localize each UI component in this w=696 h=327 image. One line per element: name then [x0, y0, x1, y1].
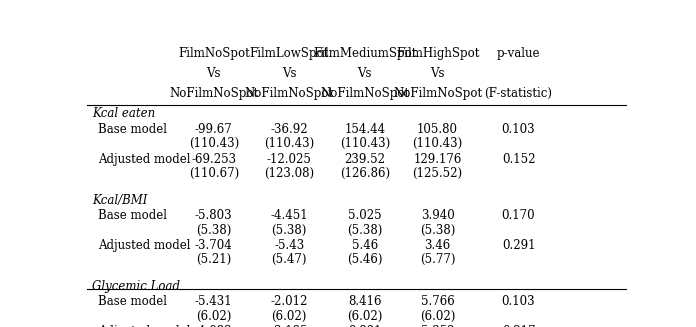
Text: Kcal eaten: Kcal eaten	[93, 107, 156, 120]
Text: (5.38): (5.38)	[196, 224, 232, 237]
Text: (6.02): (6.02)	[196, 310, 232, 323]
Text: 239.52: 239.52	[345, 152, 386, 165]
Text: Base model: Base model	[97, 209, 167, 222]
Text: 0.103: 0.103	[502, 295, 535, 308]
Text: -3.704: -3.704	[195, 239, 232, 252]
Text: 0.217: 0.217	[502, 325, 535, 327]
Text: 154.44: 154.44	[345, 123, 386, 136]
Text: -4.083: -4.083	[195, 325, 232, 327]
Text: Kcal/BMI: Kcal/BMI	[93, 194, 148, 207]
Text: FilmLowSpot: FilmLowSpot	[250, 47, 329, 60]
Text: 0.291: 0.291	[502, 239, 535, 252]
Text: 3.940: 3.940	[421, 209, 454, 222]
Text: (110.43): (110.43)	[340, 137, 390, 150]
Text: 0.103: 0.103	[502, 123, 535, 136]
Text: 5.025: 5.025	[348, 209, 381, 222]
Text: Vs: Vs	[430, 67, 445, 80]
Text: -99.67: -99.67	[195, 123, 232, 136]
Text: -36.92: -36.92	[271, 123, 308, 136]
Text: -5.431: -5.431	[195, 295, 232, 308]
Text: NoFilmNoSpot: NoFilmNoSpot	[245, 87, 334, 100]
Text: -69.253: -69.253	[191, 152, 237, 165]
Text: (110.43): (110.43)	[264, 137, 315, 150]
Text: (5.38): (5.38)	[420, 224, 455, 237]
Text: -5.43: -5.43	[274, 239, 304, 252]
Text: -3.195: -3.195	[271, 325, 308, 327]
Text: (5.38): (5.38)	[271, 224, 307, 237]
Text: -2.012: -2.012	[271, 295, 308, 308]
Text: (126.86): (126.86)	[340, 167, 390, 180]
Text: (110.43): (110.43)	[189, 137, 239, 150]
Text: p-value: p-value	[497, 47, 540, 60]
Text: -5.803: -5.803	[195, 209, 232, 222]
Text: Adjusted model: Adjusted model	[97, 152, 190, 165]
Text: (125.52): (125.52)	[413, 167, 463, 180]
Text: (5.38): (5.38)	[347, 224, 383, 237]
Text: -12.025: -12.025	[267, 152, 312, 165]
Text: Base model: Base model	[97, 123, 167, 136]
Text: (6.02): (6.02)	[271, 310, 307, 323]
Text: -4.451: -4.451	[271, 209, 308, 222]
Text: NoFilmNoSpot: NoFilmNoSpot	[393, 87, 482, 100]
Text: Adjusted model: Adjusted model	[97, 325, 190, 327]
Text: (5.77): (5.77)	[420, 253, 455, 267]
Text: FilmMediumSpot: FilmMediumSpot	[313, 47, 416, 60]
Text: Glycemic Load: Glycemic Load	[93, 280, 180, 293]
Text: FilmNoSpot: FilmNoSpot	[178, 47, 250, 60]
Text: 0.152: 0.152	[502, 152, 535, 165]
Text: 5.766: 5.766	[421, 295, 454, 308]
Text: 129.176: 129.176	[413, 152, 462, 165]
Text: (6.02): (6.02)	[347, 310, 383, 323]
Text: Vs: Vs	[207, 67, 221, 80]
Text: 8.416: 8.416	[348, 295, 381, 308]
Text: 5.352: 5.352	[421, 325, 454, 327]
Text: 0.170: 0.170	[502, 209, 535, 222]
Text: (F-statistic): (F-statistic)	[484, 87, 553, 100]
Text: NoFilmNoSpot: NoFilmNoSpot	[169, 87, 258, 100]
Text: 5.46: 5.46	[351, 239, 378, 252]
Text: (5.21): (5.21)	[196, 253, 231, 267]
Text: (110.67): (110.67)	[189, 167, 239, 180]
Text: NoFilmNoSpot: NoFilmNoSpot	[320, 87, 409, 100]
Text: 105.80: 105.80	[417, 123, 458, 136]
Text: FilmHighSpot: FilmHighSpot	[396, 47, 480, 60]
Text: (5.47): (5.47)	[271, 253, 307, 267]
Text: 3.46: 3.46	[425, 239, 451, 252]
Text: Base model: Base model	[97, 295, 167, 308]
Text: Vs: Vs	[282, 67, 296, 80]
Text: 9.891: 9.891	[348, 325, 381, 327]
Text: Adjusted model: Adjusted model	[97, 239, 190, 252]
Text: (5.46): (5.46)	[347, 253, 383, 267]
Text: Vs: Vs	[358, 67, 372, 80]
Text: (123.08): (123.08)	[264, 167, 315, 180]
Text: (6.02): (6.02)	[420, 310, 455, 323]
Text: (110.43): (110.43)	[413, 137, 463, 150]
